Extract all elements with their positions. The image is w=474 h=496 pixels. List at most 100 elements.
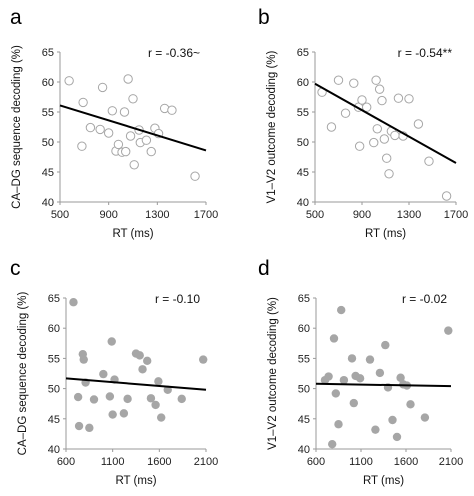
data-point [143, 356, 152, 366]
data-point [381, 340, 390, 350]
y-tick-label: 55 [297, 107, 309, 119]
data-point [371, 75, 381, 85]
data-point [393, 93, 404, 103]
data-point [379, 134, 390, 144]
panel-a: a 40 45 50 55 60 65 500 900 1300 1700 RT (ms) CA–DG … [10, 6, 218, 240]
data-point [108, 410, 117, 419]
x-tick-label: 1300 [145, 209, 169, 221]
data-point [141, 135, 152, 145]
data-point [177, 394, 186, 404]
y-tick-label: 60 [48, 323, 60, 335]
data-point [444, 326, 453, 335]
data-point [105, 392, 115, 401]
y-tick-label: 55 [48, 353, 60, 365]
x-tick-label: 500 [306, 209, 324, 221]
x-axis-title: RT (ms) [365, 228, 406, 240]
panel-letter: d [258, 257, 270, 280]
data-point [103, 128, 114, 138]
x-axis-title: RT (ms) [112, 228, 153, 240]
data-point [99, 369, 108, 379]
x-tick-label: 1100 [101, 456, 125, 468]
data-point [74, 421, 84, 431]
data-point [77, 141, 87, 151]
data-point [390, 130, 400, 141]
data-point [123, 74, 133, 84]
data-point [396, 373, 405, 382]
x-tick-label: 500 [51, 209, 69, 221]
data-point [167, 105, 177, 115]
y-tick-label: 45 [297, 167, 309, 179]
x-tick-label: 600 [57, 456, 75, 468]
x-tick-label: 600 [307, 456, 325, 468]
x-tick-label: 900 [353, 209, 371, 221]
data-point [372, 124, 382, 134]
x-tick-label: 1600 [147, 456, 171, 468]
data-point [119, 409, 129, 418]
y-tick-label: 65 [298, 293, 310, 305]
data-point [97, 82, 108, 93]
regression-line [65, 377, 207, 391]
y-axis-title: CA–DG sequence decoding (%) [17, 292, 29, 456]
data-point [347, 354, 357, 363]
data-point [334, 420, 343, 429]
x-tick-label: 900 [99, 209, 117, 221]
data-point [349, 78, 359, 88]
data-point [146, 146, 156, 157]
y-tick-label: 50 [48, 384, 60, 396]
y-tick-label: 65 [42, 47, 54, 59]
data-point [121, 146, 131, 157]
panel-letter: c [10, 257, 21, 280]
data-point [123, 394, 132, 404]
correlation-label: r = -0.54** [398, 46, 453, 60]
regression-line [315, 382, 452, 388]
data-point [113, 139, 124, 150]
data-point [79, 355, 88, 364]
y-tick-label: 50 [297, 137, 309, 149]
y-tick-label: 50 [298, 384, 310, 396]
y-tick-label: 65 [48, 293, 60, 305]
y-tick-label: 60 [42, 77, 54, 89]
data-point [337, 305, 346, 315]
data-point [135, 351, 144, 360]
data-point [324, 372, 333, 381]
y-tick-label: 60 [297, 77, 309, 89]
panel-letter: a [10, 6, 22, 29]
data-point [128, 94, 138, 104]
x-tick-label: 2100 [194, 456, 218, 468]
y-tick-label: 40 [297, 197, 309, 209]
y-tick-label: 45 [48, 414, 60, 426]
y-tick-label: 40 [42, 197, 54, 209]
data-point [388, 415, 397, 425]
data-point [64, 76, 74, 86]
x-tick-label: 1700 [194, 209, 218, 221]
data-point [157, 413, 166, 422]
data-point [69, 298, 78, 307]
data-point [151, 400, 160, 410]
data-point [85, 423, 94, 433]
panel-b: b 40 45 50 55 60 65 500 900 1300 1700 RT (ms) V1–V2 … [258, 6, 468, 240]
y-tick-label: 40 [298, 444, 310, 456]
data-point [154, 377, 163, 386]
data-point [354, 141, 365, 151]
data-point [146, 394, 156, 403]
data-point [365, 355, 375, 364]
data-point [362, 102, 372, 112]
data-point [355, 374, 365, 383]
data-point [129, 160, 139, 170]
data-point [340, 108, 351, 118]
data-point [89, 395, 99, 404]
x-axis-title: RT (ms) [363, 475, 404, 487]
y-tick-label: 60 [298, 323, 310, 335]
data-point [333, 75, 344, 85]
x-tick-label: 1300 [397, 209, 421, 221]
data-point [85, 122, 96, 133]
data-point [441, 191, 452, 201]
data-point [331, 389, 340, 398]
x-tick-label: 2100 [439, 456, 463, 468]
data-point [107, 106, 118, 116]
y-tick-label: 55 [42, 107, 54, 119]
data-point [381, 153, 392, 163]
data-point [424, 156, 434, 166]
panel-c: c 40 45 50 55 60 65 600 1100 1600 2100 RT (ms) CA–DG… [10, 257, 218, 487]
